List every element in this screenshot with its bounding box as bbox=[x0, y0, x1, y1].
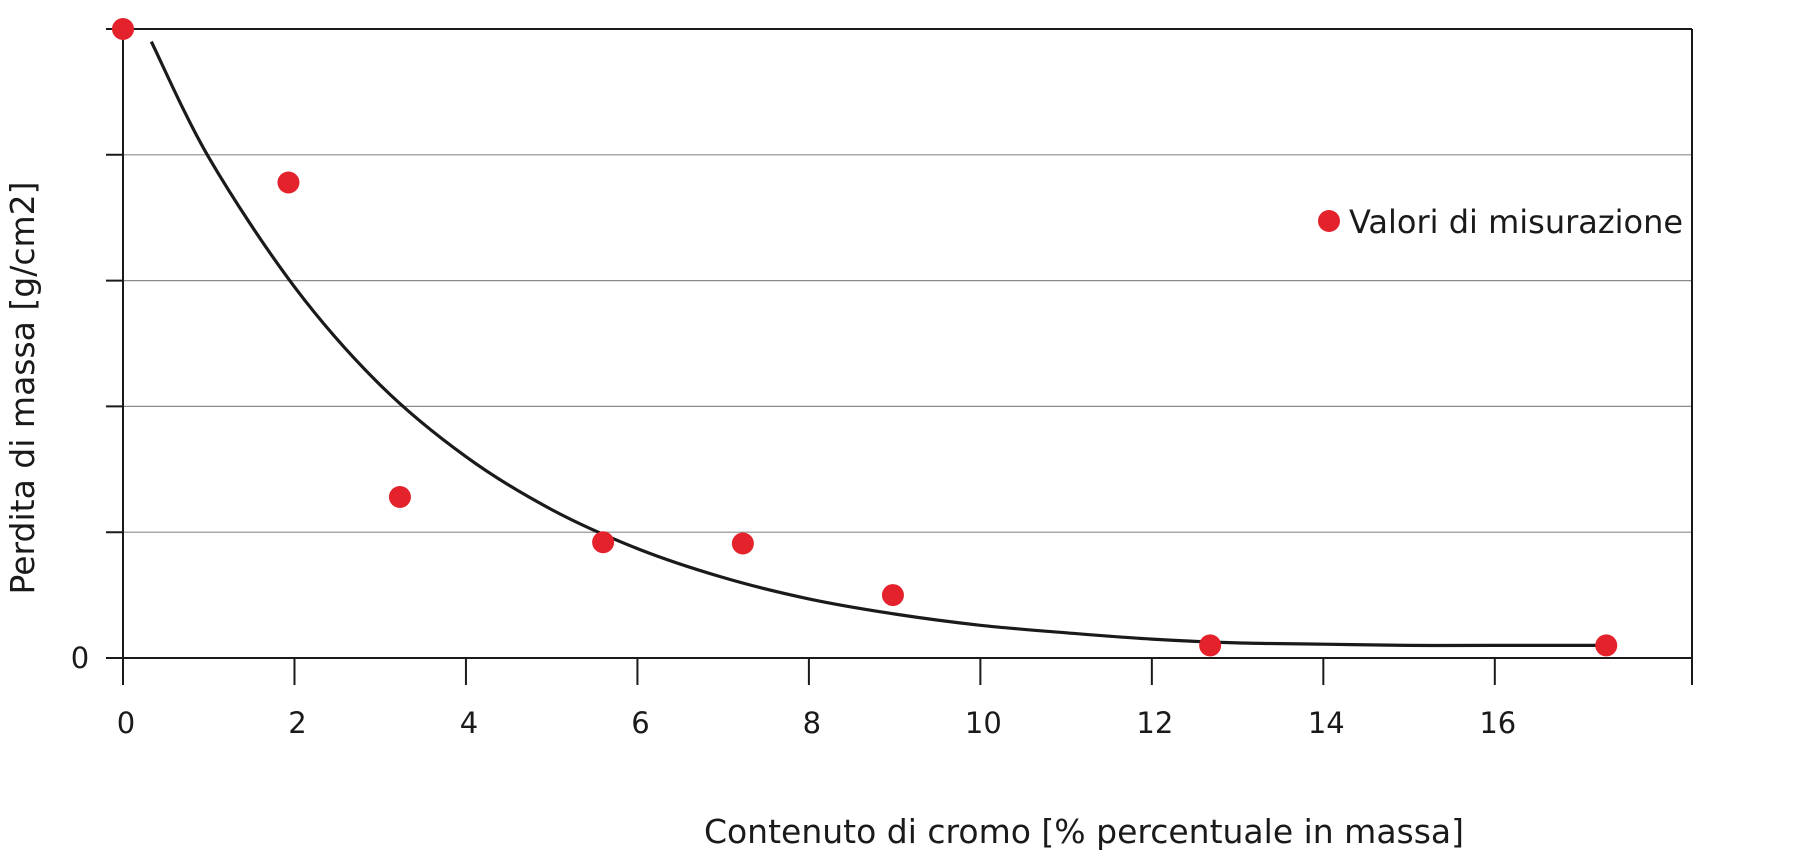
data-point-2 bbox=[388, 485, 411, 508]
x-tick-label-3: 6 bbox=[631, 706, 649, 740]
y-tick-label-0: 0 bbox=[71, 641, 89, 675]
x-tick-label-2: 4 bbox=[460, 706, 478, 740]
x-tick-label-0: 0 bbox=[117, 706, 135, 740]
axes-layer bbox=[106, 28, 1693, 685]
legend-marker bbox=[1318, 210, 1340, 232]
legend-label: Valori di misurazione bbox=[1349, 203, 1683, 241]
points-layer bbox=[112, 18, 1618, 657]
trend-line bbox=[149, 40, 1607, 648]
data-point-6 bbox=[1199, 634, 1222, 657]
x-axis-title: Contenuto di cromo [% percentuale in mas… bbox=[704, 812, 1464, 850]
grid-layer bbox=[123, 154, 1692, 533]
legend: Valori di misurazione bbox=[1318, 203, 1683, 241]
x-tick-label-7: 14 bbox=[1308, 706, 1345, 740]
data-point-1 bbox=[277, 171, 300, 194]
x-tick-label-5: 10 bbox=[965, 706, 1002, 740]
data-point-0 bbox=[112, 18, 134, 40]
x-tick-label-4: 8 bbox=[803, 706, 821, 740]
x-tick-label-1: 2 bbox=[288, 706, 306, 740]
x-tick-label-6: 12 bbox=[1136, 706, 1173, 740]
y-axis-title: Perdita di massa [g/cm2] bbox=[3, 182, 42, 595]
ticks-layer: 00 2 4 6 8 10 12 14 16 bbox=[71, 28, 1516, 740]
data-point-4 bbox=[731, 532, 754, 555]
x-tick-label-8: 16 bbox=[1479, 706, 1516, 740]
data-point-3 bbox=[592, 531, 615, 554]
data-point-7 bbox=[1595, 634, 1618, 657]
data-point-5 bbox=[881, 584, 904, 607]
